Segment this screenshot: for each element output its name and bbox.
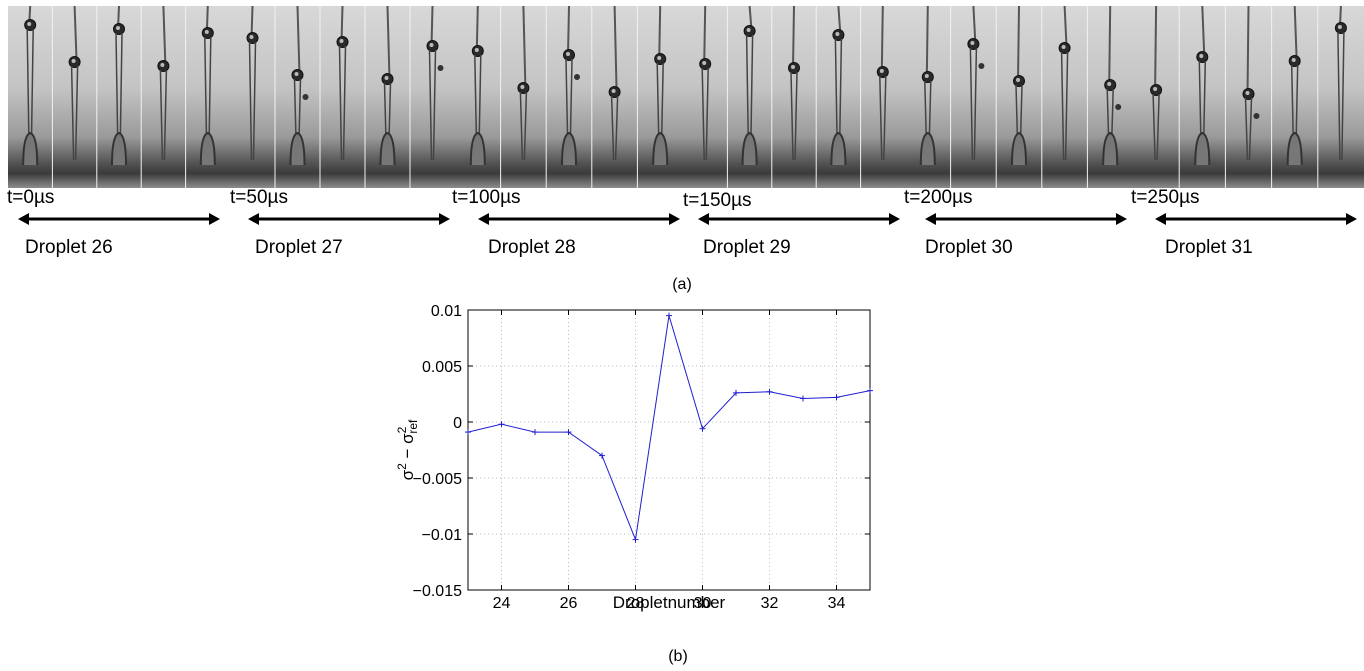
data-point — [565, 429, 572, 436]
droplet-label: Droplet 29 — [703, 237, 791, 258]
x-tick-label: 26 — [560, 595, 578, 612]
droplet-image-strip — [8, 5, 1364, 188]
y-tick-label: 0.01 — [431, 305, 462, 320]
x-tick-label: 24 — [493, 595, 511, 612]
y-tick-label: 0.005 — [422, 359, 462, 376]
data-point — [867, 387, 873, 394]
droplet-label: Droplet 28 — [488, 237, 576, 258]
x-axis-label: Dropletnumber — [613, 593, 726, 612]
time-label: t=0µs — [7, 187, 55, 208]
droplet-label: Droplet 30 — [925, 237, 1013, 258]
data-point — [465, 429, 471, 436]
droplet-label: Droplet 26 — [25, 237, 113, 258]
series-line — [467, 315, 871, 542]
x-tick-label: 30 — [694, 595, 712, 612]
x-tick-label: 32 — [761, 595, 779, 612]
y-axis-label: σ2 − σ2ref — [395, 419, 420, 480]
y-tick-label: 0 — [453, 415, 462, 432]
double-arrow-icon — [698, 213, 900, 225]
data-point — [632, 536, 639, 543]
time-label: t=150µs — [683, 190, 752, 211]
line-chart: 24 26 28 30 32 340.010.0050−0.005−0.01−0.015 … — [395, 305, 873, 612]
data-point — [800, 395, 806, 402]
data-point — [766, 388, 773, 395]
y-tick-label: −0.015 — [413, 583, 462, 600]
data-point — [532, 429, 538, 436]
panel-a-caption: (a) — [672, 276, 692, 293]
data-point — [599, 452, 605, 459]
time-label: t=50µs — [230, 187, 288, 208]
data-point — [699, 425, 706, 432]
x-tick-label: 34 — [828, 595, 846, 612]
data-point — [733, 389, 739, 396]
droplet-label: Droplet 27 — [255, 237, 343, 258]
data-point — [666, 312, 672, 319]
data-point — [498, 421, 505, 428]
data-point — [833, 394, 840, 401]
double-arrow-icon — [1155, 213, 1357, 225]
plot-frame — [467, 309, 871, 591]
time-label: t=200µs — [904, 187, 973, 208]
y-tick-label: −0.01 — [422, 527, 463, 544]
panel-b-caption: (b) — [668, 648, 688, 665]
double-arrow-icon — [925, 213, 1127, 225]
droplet-label: Droplet 31 — [1165, 237, 1253, 258]
double-arrow-icon — [248, 213, 450, 225]
time-label: t=100µs — [452, 187, 521, 208]
y-tick-label: −0.005 — [413, 471, 462, 488]
time-label: t=250µs — [1131, 187, 1200, 208]
double-arrow-icon — [478, 213, 680, 225]
x-tick-label: 28 — [627, 595, 645, 612]
double-arrow-icon — [18, 213, 220, 225]
